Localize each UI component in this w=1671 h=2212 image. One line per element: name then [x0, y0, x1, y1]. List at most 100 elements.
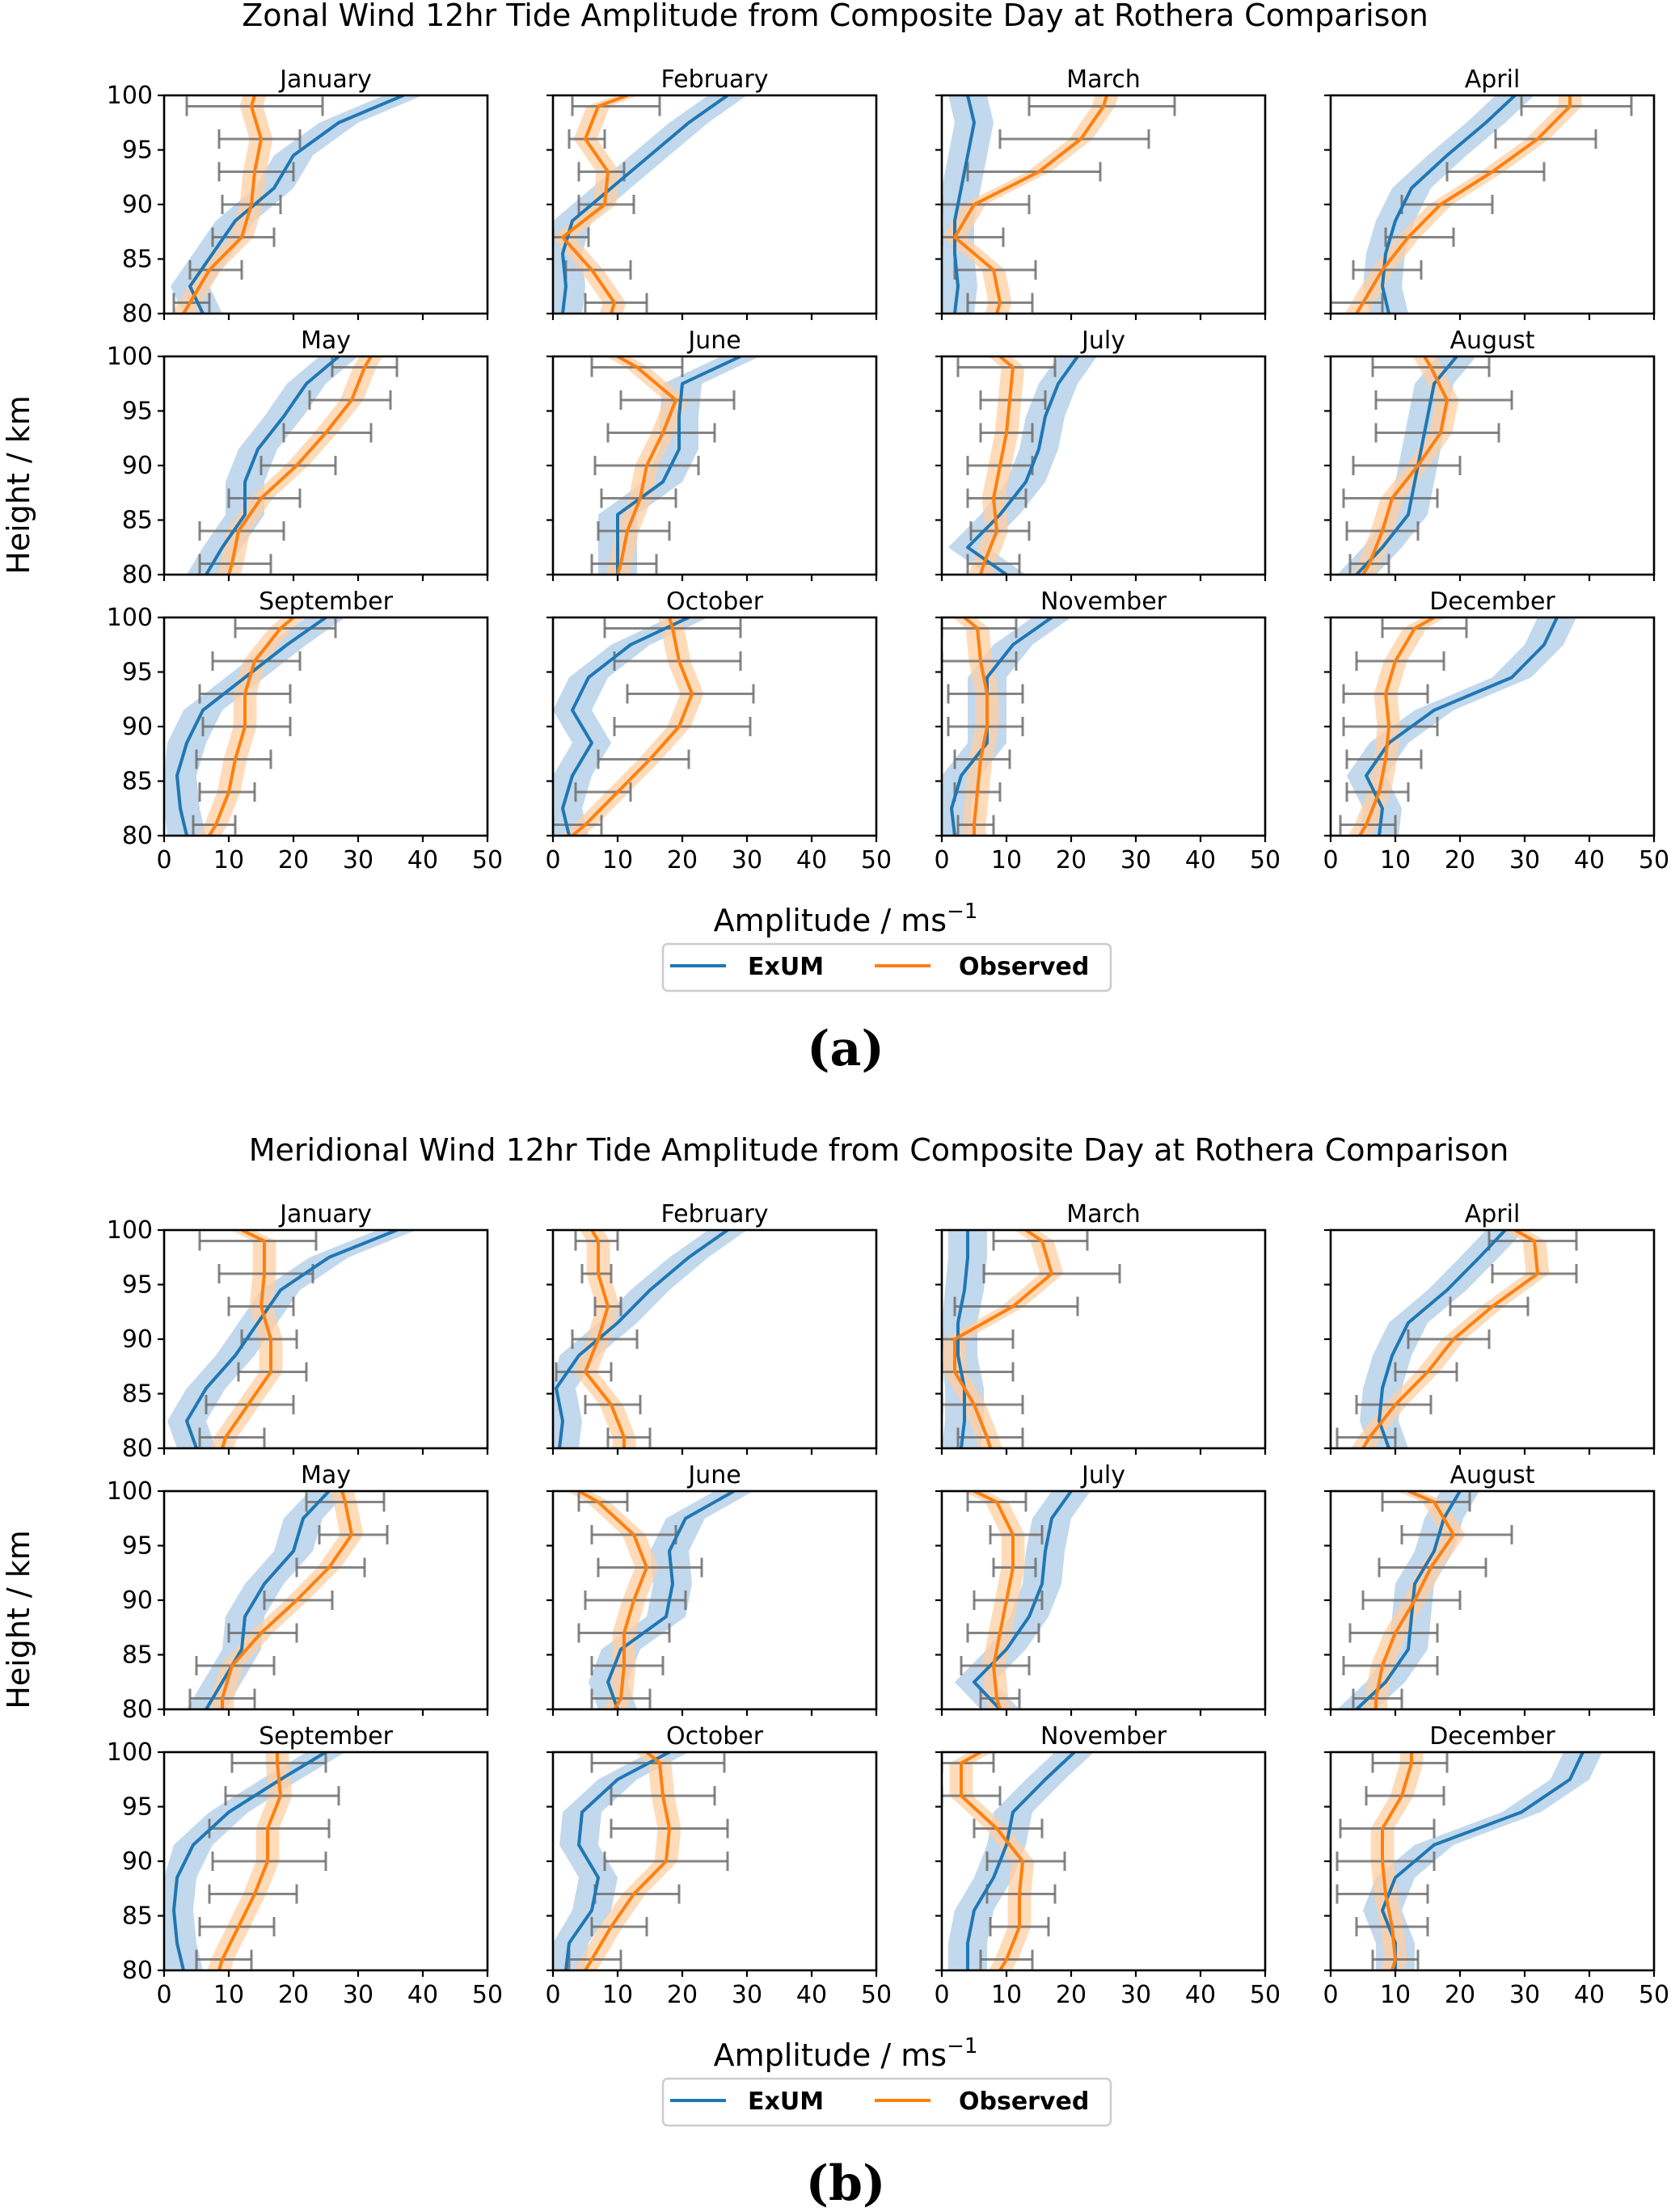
- panel-title: July: [1080, 1461, 1125, 1489]
- panel-december: December 0 10 20 30 40 50: [1323, 1722, 1669, 2009]
- y-tick-label: 85: [122, 1902, 153, 1931]
- observed-line: [616, 356, 677, 575]
- error-bar: [195, 1656, 276, 1675]
- y-tick-label: 90: [122, 713, 153, 741]
- observed-uncertainty-band: [573, 1752, 681, 1970]
- plot-area: [167, 1230, 416, 1448]
- plot-area: [553, 1752, 729, 1970]
- error-bar: [1494, 129, 1597, 149]
- y-tick-label: 85: [122, 246, 153, 274]
- observed-uncertainty-band: [943, 1230, 1064, 1448]
- exum-line: [175, 617, 327, 836]
- error-bar: [942, 1786, 1002, 1805]
- error-bar: [571, 1329, 639, 1349]
- exum-line: [172, 1752, 327, 1970]
- exum-line: [205, 1491, 331, 1709]
- observed-line: [221, 1230, 272, 1448]
- error-bar: [1339, 1818, 1436, 1839]
- x-tick-label: 20: [667, 1981, 698, 2009]
- exum-line: [205, 356, 340, 575]
- exum-line: [1365, 617, 1559, 836]
- y-tick-label: 90: [122, 191, 153, 219]
- y-tick-label: 100: [107, 82, 153, 110]
- error-bar: [966, 1623, 1040, 1643]
- panel-february: February: [546, 1200, 878, 1455]
- error-bar: [1342, 1656, 1439, 1675]
- plot-area: [1336, 1230, 1578, 1448]
- error-bar: [1352, 456, 1462, 475]
- x-tick-label: 10: [602, 1981, 633, 2009]
- panel-title: December: [1429, 588, 1555, 616]
- observed-line: [227, 356, 373, 575]
- x-axis-label-exponent: −1: [947, 2034, 977, 2058]
- error-bar: [1365, 1786, 1445, 1805]
- plot-area: [567, 1491, 753, 1709]
- x-tick-label: 40: [1574, 1981, 1605, 2009]
- observed-line: [963, 617, 989, 836]
- error-bar: [969, 521, 1031, 541]
- panel-title: January: [278, 1200, 372, 1228]
- observed-line: [584, 1230, 626, 1448]
- panel-title: September: [259, 1722, 393, 1751]
- panel-title: January: [278, 65, 372, 94]
- panel-title: April: [1465, 1200, 1521, 1228]
- y-tick-label: 80: [122, 1435, 153, 1463]
- y-tick-label: 100: [107, 1477, 153, 1506]
- error-bar: [590, 1917, 648, 1936]
- y-axis-label: Height / km: [1, 1530, 36, 1709]
- x-tick-label: 30: [1509, 846, 1540, 874]
- error-bar: [1445, 162, 1546, 182]
- plot-area: [955, 1491, 1091, 1709]
- x-tick-label: 40: [1185, 846, 1216, 874]
- error-bar: [553, 227, 590, 247]
- observed-uncertainty-band: [171, 95, 273, 314]
- x-tick-label: 0: [1323, 846, 1338, 874]
- observed-line: [1361, 356, 1449, 575]
- observed-uncertainty-band: [567, 1491, 659, 1709]
- panel-may: May 80 85 90 95 100: [107, 327, 489, 589]
- error-bar: [942, 227, 1005, 247]
- plot-area: [942, 95, 1176, 314]
- error-bar: [956, 357, 1057, 377]
- observed-line: [1381, 1752, 1413, 1970]
- panel-title: April: [1465, 65, 1521, 94]
- panel-title: September: [259, 588, 393, 616]
- error-bar: [979, 1688, 1021, 1709]
- error-bar: [1384, 227, 1455, 247]
- x-tick-label: 30: [1120, 1981, 1151, 2009]
- panel-july: July: [935, 327, 1267, 581]
- observed-uncertainty-band: [1351, 356, 1459, 575]
- x-tick-label: 50: [861, 1981, 892, 2009]
- x-tick-label: 0: [156, 846, 171, 874]
- legend-observed-label: Observed: [959, 953, 1089, 981]
- observed-line: [561, 95, 628, 314]
- panel-title: May: [301, 327, 351, 355]
- x-tick-label: 0: [156, 1981, 171, 2009]
- exum-line: [606, 1491, 735, 1709]
- observed-uncertainty-band: [943, 95, 1119, 314]
- error-bar: [597, 749, 690, 769]
- panel-title: February: [661, 65, 769, 94]
- x-tick-label: 0: [545, 846, 560, 874]
- error-bar: [1331, 293, 1384, 313]
- x-axis-label-exponent: −1: [947, 900, 977, 924]
- y-tick-label: 80: [122, 1957, 153, 1985]
- panel-november: November 0 10 20 30 40 50: [934, 1722, 1281, 2009]
- x-tick-label: 10: [1380, 1981, 1411, 2009]
- figure-title: Zonal Wind 12hr Tide Amplitude from Comp…: [242, 0, 1428, 33]
- plot-area: [942, 1230, 1121, 1448]
- panel-march: March: [935, 65, 1267, 320]
- x-tick-label: 40: [407, 846, 438, 874]
- panel-december: December 0 10 20 30 40 50: [1323, 588, 1669, 874]
- plot-area: [1336, 1752, 1602, 1970]
- plot-area: [553, 95, 747, 314]
- subfigure-label: (b): [806, 2155, 886, 2212]
- x-tick-label: 20: [1445, 1981, 1475, 2009]
- exum-uncertainty-band: [553, 617, 708, 836]
- y-tick-label: 85: [122, 507, 153, 535]
- x-tick-label: 30: [732, 846, 762, 874]
- error-bar: [597, 521, 671, 541]
- panel-january: January 80 85 90 95 100: [107, 65, 489, 328]
- x-axis-label: Amplitude / ms−1: [714, 900, 978, 938]
- x-tick-label: 40: [796, 1981, 827, 2009]
